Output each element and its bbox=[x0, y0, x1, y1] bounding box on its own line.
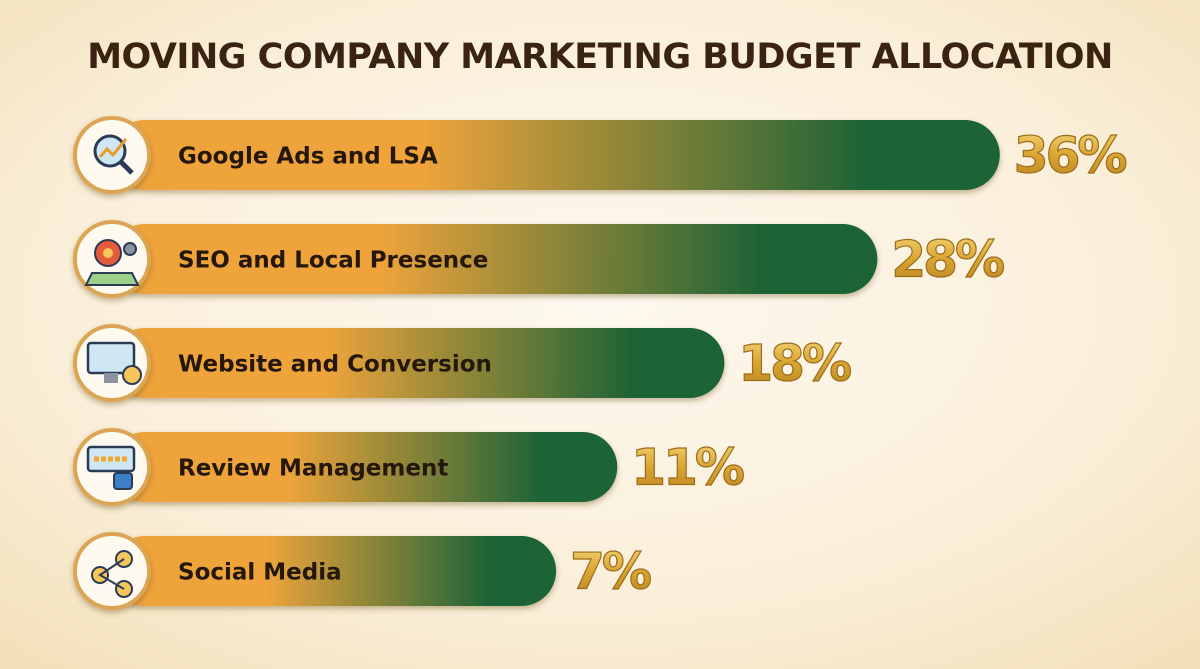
bar bbox=[110, 432, 618, 502]
icon-shape bbox=[122, 365, 142, 385]
category-label: SEO and Local Presence bbox=[178, 248, 488, 274]
icon bbox=[84, 239, 140, 286]
icon-shape bbox=[98, 558, 125, 590]
bar bbox=[110, 120, 1000, 190]
icon-shape bbox=[104, 373, 118, 383]
icon-badge bbox=[73, 532, 151, 610]
icon-shape bbox=[123, 242, 137, 256]
icon-shape bbox=[84, 272, 140, 286]
icon-shape bbox=[113, 472, 133, 490]
category-label: Google Ads and LSA bbox=[178, 144, 438, 170]
value-label: 36% bbox=[1014, 127, 1127, 185]
chart-title: MOVING COMPANY MARKETING BUDGET ALLOCATI… bbox=[87, 37, 1113, 77]
icon bbox=[86, 445, 136, 490]
category-label: Website and Conversion bbox=[178, 352, 492, 378]
icon bbox=[91, 550, 133, 598]
value-label: 18% bbox=[738, 335, 851, 393]
icon bbox=[86, 341, 142, 385]
value-label: 7% bbox=[570, 543, 651, 601]
icon bbox=[93, 134, 134, 175]
bar bbox=[110, 224, 878, 294]
icon-shape bbox=[119, 160, 134, 175]
category-label: Social Media bbox=[178, 560, 342, 586]
category-label: Review Management bbox=[178, 456, 448, 482]
icon-shape bbox=[98, 138, 128, 158]
value-label: 11% bbox=[631, 439, 744, 497]
icon-shape bbox=[103, 248, 113, 258]
value-label: 28% bbox=[891, 231, 1004, 289]
bar bbox=[110, 536, 557, 606]
bar bbox=[110, 328, 725, 398]
